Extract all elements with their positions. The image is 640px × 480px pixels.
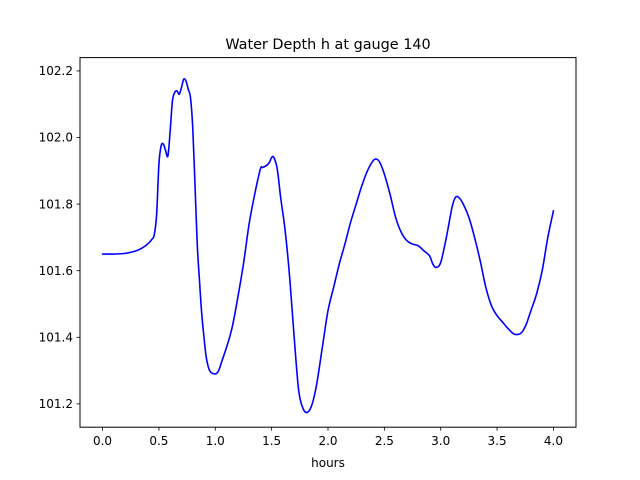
x-tick-label: 2.5 (375, 434, 394, 448)
x-tick-label: 0.5 (149, 434, 168, 448)
x-axis: 0.0 0.5 1.0 1.5 2.0 2.5 3.0 3.5 4.0 (93, 427, 563, 448)
x-tick-label: 3.0 (431, 434, 450, 448)
x-tick-label: 3.5 (488, 434, 507, 448)
y-tick-label: 101.4 (39, 330, 73, 344)
x-tick-label: 1.0 (206, 434, 225, 448)
x-tick-label: 4.0 (544, 434, 563, 448)
chart-title: Water Depth h at gauge 140 (225, 37, 430, 53)
x-axis-label: hours (311, 456, 345, 470)
y-tick-label: 102.0 (39, 131, 73, 145)
y-tick-label: 101.2 (39, 397, 73, 411)
x-tick-label: 1.5 (262, 434, 281, 448)
y-tick-label: 101.6 (39, 264, 73, 278)
y-axis: 101.2 101.4 101.6 101.8 102.0 102.2 (39, 64, 80, 411)
axes-frame (79, 57, 577, 428)
plot-area (101, 78, 555, 414)
series-line (101, 78, 555, 414)
y-tick-label: 102.2 (39, 64, 73, 78)
x-tick-label: 0.0 (93, 434, 112, 448)
y-tick-label: 101.8 (39, 197, 73, 211)
x-tick-label: 2.0 (318, 434, 337, 448)
